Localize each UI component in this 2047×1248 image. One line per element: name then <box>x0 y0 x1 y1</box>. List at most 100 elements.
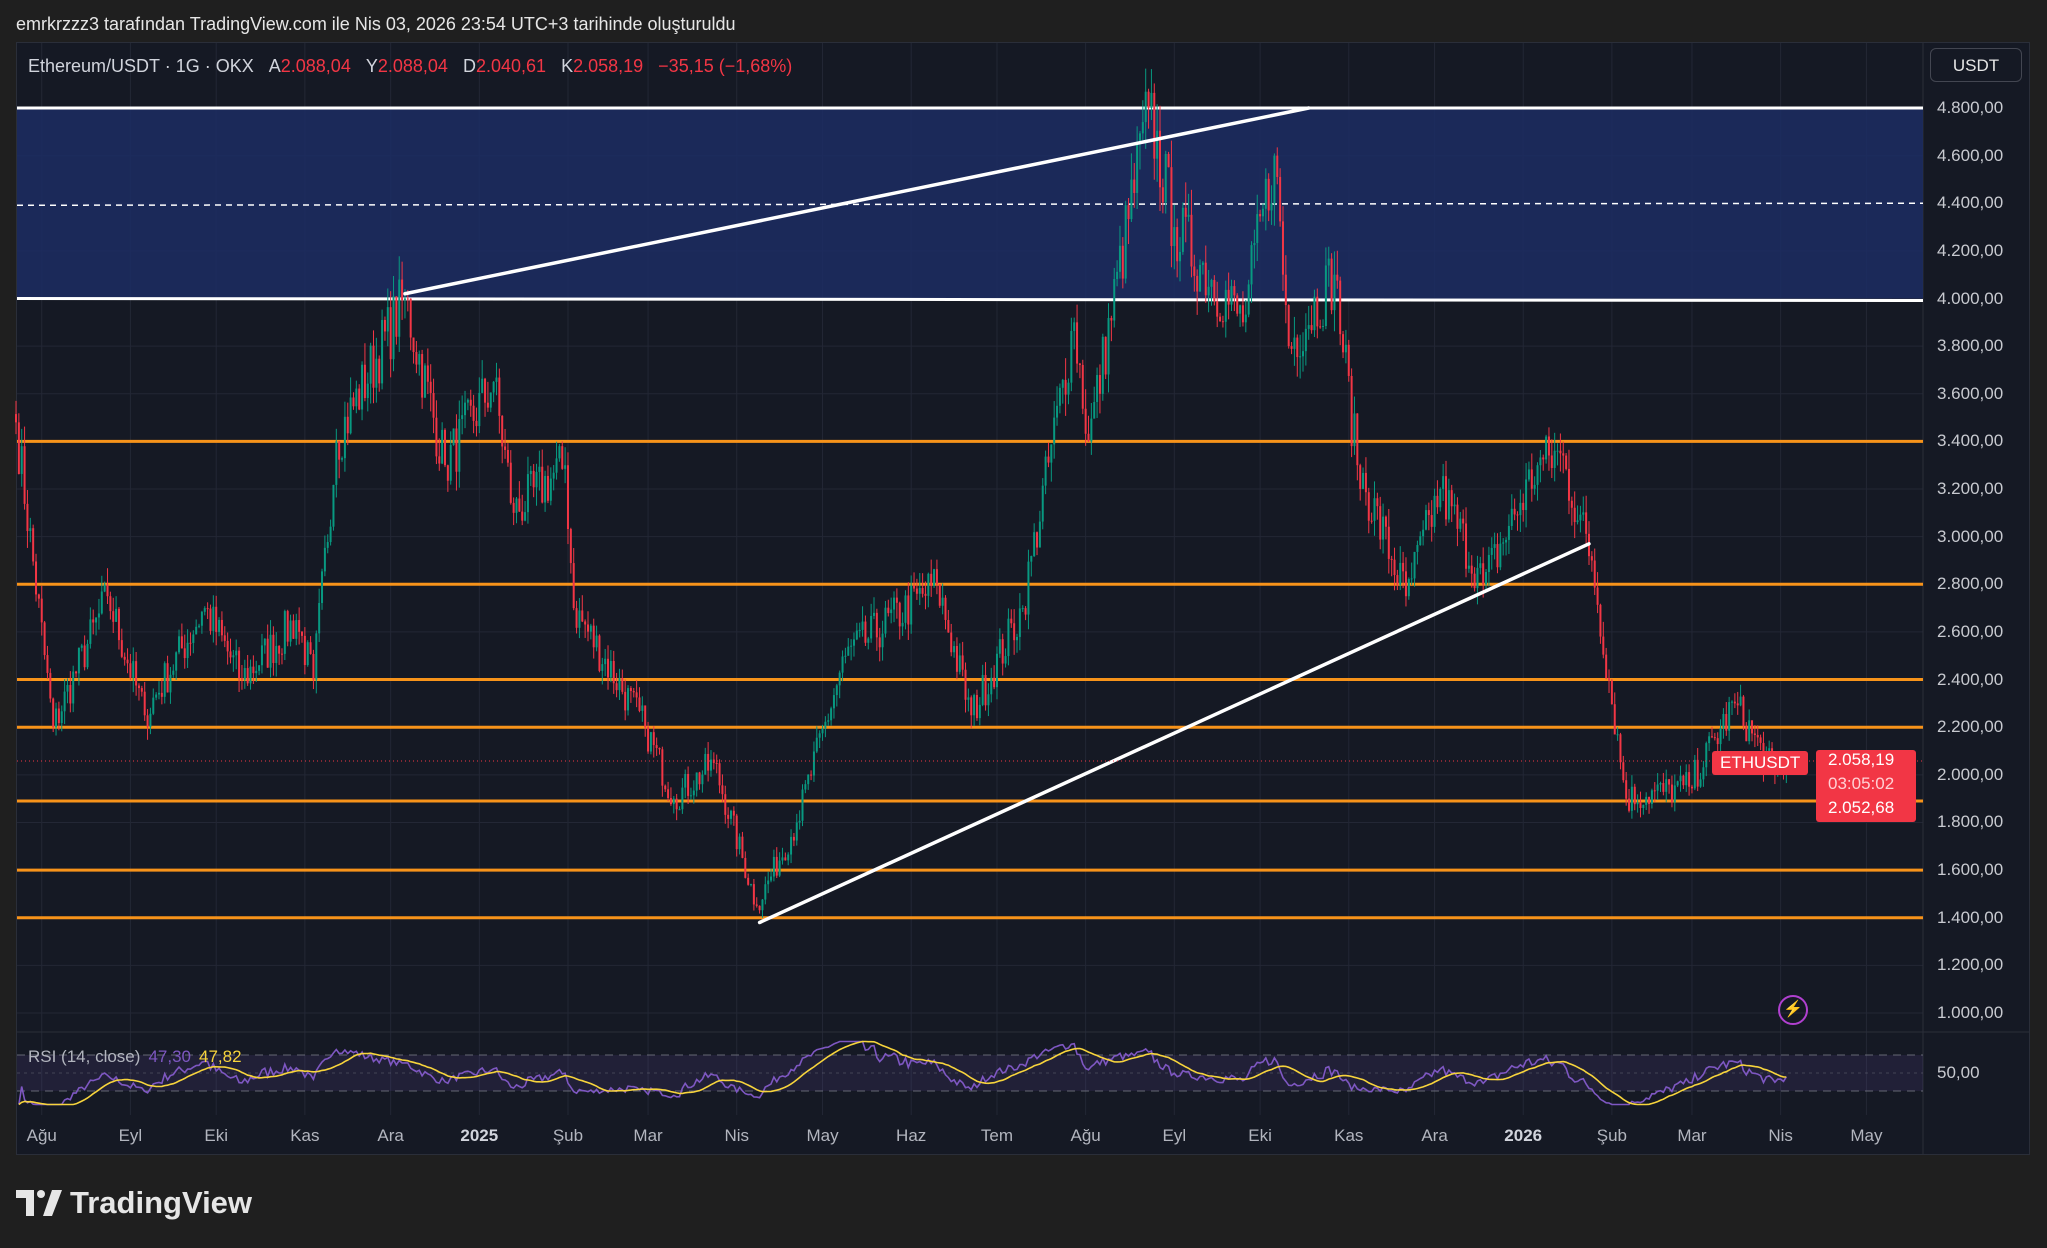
time-tick-label: May <box>806 1126 839 1145</box>
candle-body <box>1751 720 1754 734</box>
rsi-ma-line <box>18 1040 1787 1106</box>
candle-body <box>850 645 853 647</box>
candle-body <box>1670 784 1673 803</box>
candle-body <box>1384 516 1387 527</box>
candle-body <box>335 441 338 485</box>
candle-body <box>1041 485 1044 522</box>
candle-body <box>464 402 467 416</box>
candle-body <box>901 622 904 627</box>
candle-body <box>1393 559 1396 576</box>
candle-body <box>721 785 724 795</box>
tradingview-logo[interactable]: TradingView <box>16 1185 252 1221</box>
candle-body <box>120 640 123 657</box>
candle-body <box>772 856 775 877</box>
candle-body <box>438 456 441 464</box>
candle-body <box>1622 762 1625 781</box>
time-tick-label: Mar <box>633 1126 663 1145</box>
candle-body <box>615 683 618 691</box>
candle-body <box>1076 322 1079 364</box>
time-tick-label: Kas <box>1334 1126 1364 1145</box>
candle-body <box>172 670 175 675</box>
candle-body <box>735 815 738 850</box>
candle-body <box>652 732 655 746</box>
candle-body <box>667 789 670 799</box>
candle-body <box>1628 798 1631 811</box>
candle-body <box>987 694 990 706</box>
candle-body <box>469 399 472 406</box>
candle-body <box>881 633 884 648</box>
candle-body <box>55 708 58 728</box>
candle-body <box>538 466 541 472</box>
candle-body <box>1015 636 1019 641</box>
candle-body <box>647 727 650 752</box>
candle-body <box>1073 322 1076 331</box>
candle-body <box>692 790 695 796</box>
candle-body <box>435 417 438 457</box>
candle-body <box>627 688 630 711</box>
candle-body <box>1699 779 1702 787</box>
rsi-label[interactable]: RSI (14, close) <box>28 1047 141 1066</box>
candle-body <box>209 608 212 631</box>
candle-body <box>558 446 561 459</box>
candle-body <box>446 465 449 481</box>
candle-body <box>383 319 386 332</box>
candle-body <box>732 810 735 816</box>
candle-body <box>764 884 767 900</box>
price-tick-label: 1.000,00 <box>1937 1002 2004 1022</box>
currency-button[interactable]: USDT <box>1930 48 2022 82</box>
candle-body <box>744 857 747 878</box>
time-tick-label: Nis <box>1768 1126 1793 1145</box>
candle-body <box>1736 703 1739 706</box>
candle-body <box>1653 790 1656 792</box>
candle-body <box>1044 456 1047 486</box>
candle-body <box>1507 525 1510 540</box>
candle-body <box>341 458 344 460</box>
candle-body <box>1170 167 1173 247</box>
candle-body <box>49 672 52 699</box>
candle-body <box>1710 736 1713 738</box>
candle-body <box>1444 476 1448 520</box>
candle-body <box>266 638 269 668</box>
candle-body <box>655 745 658 748</box>
candle-body <box>910 585 913 625</box>
candle-body <box>1078 363 1081 365</box>
symbol-name[interactable]: Ethereum/USDT · 1G · OKX <box>28 56 254 76</box>
candle-body <box>1033 532 1036 557</box>
candle-body <box>272 634 275 664</box>
candle-body <box>1239 305 1242 314</box>
candle-body <box>369 345 372 384</box>
candle-body <box>1424 510 1427 530</box>
candle-body <box>961 655 964 670</box>
candle-body <box>767 880 770 885</box>
candle-body <box>1390 558 1393 560</box>
candle-body <box>1456 504 1459 529</box>
candle-body <box>955 646 958 672</box>
candle-body <box>709 759 712 771</box>
candle-body <box>981 674 984 705</box>
candle-body <box>1084 408 1087 434</box>
candle-body <box>781 857 784 861</box>
open-value: 2.088,04 <box>280 56 351 76</box>
candle-body <box>1021 608 1024 610</box>
candle-body <box>1562 453 1565 456</box>
candle-body <box>458 418 461 472</box>
candle-body <box>1081 364 1084 409</box>
candle-body <box>629 688 632 691</box>
candle-body <box>1502 542 1505 544</box>
price-tick-label: 1.800,00 <box>1937 812 2004 832</box>
candle-body <box>1118 245 1121 272</box>
candle-body <box>155 694 158 698</box>
candle-body <box>1241 305 1244 323</box>
candle-body <box>43 622 46 656</box>
candle-body <box>787 854 790 861</box>
candle-body <box>644 705 647 728</box>
candle-body <box>403 298 406 301</box>
candle-body <box>990 677 993 695</box>
candle-body <box>295 620 298 639</box>
candle-body <box>1416 545 1419 552</box>
candle-body <box>1413 551 1416 579</box>
lightning-icon[interactable]: ⚡ <box>1778 995 1808 1025</box>
candle-body <box>1164 153 1167 203</box>
candle-body <box>1216 301 1219 317</box>
